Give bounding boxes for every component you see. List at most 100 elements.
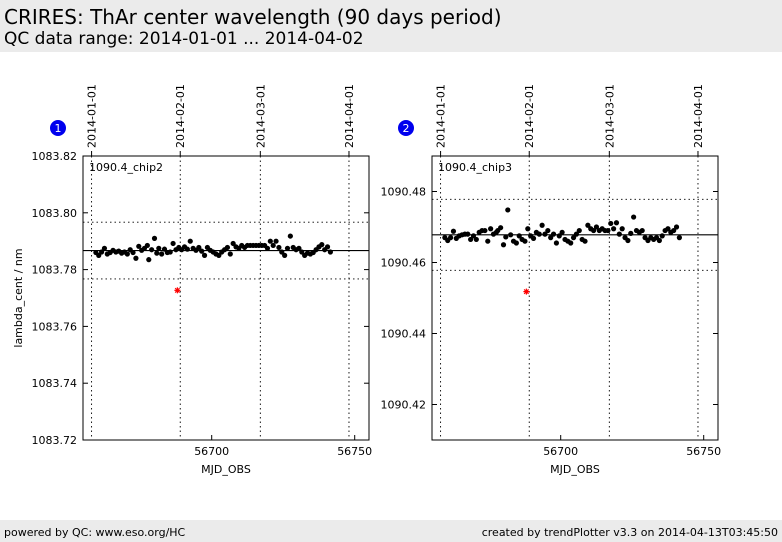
- data-point: [673, 224, 680, 230]
- data-point: [224, 244, 231, 251]
- y-tick-label: 1083.82: [32, 150, 78, 163]
- data-point: [144, 242, 150, 249]
- y-tick-label: 1083.78: [32, 264, 78, 277]
- y-tick-label: 1083.76: [32, 320, 78, 333]
- data-point: [631, 214, 637, 220]
- panel-badge: [398, 120, 414, 136]
- x-tick-label: 56700: [194, 445, 229, 458]
- data-point: [124, 251, 130, 257]
- data-point: [590, 227, 597, 234]
- panel-label: 1090.4_chip2: [89, 161, 163, 174]
- plot-frame: [82, 155, 370, 441]
- data-point: [159, 251, 165, 257]
- date-tick-label: 2014-03-01: [603, 84, 616, 148]
- y-tick-label: 1090.44: [381, 328, 427, 341]
- data-point: [605, 227, 611, 234]
- data-point: [628, 230, 634, 236]
- data-point: [276, 244, 282, 251]
- data-point: [154, 250, 160, 256]
- data-point: [136, 243, 142, 249]
- data-point: [522, 238, 528, 244]
- data-point: [611, 226, 617, 232]
- data-point: [500, 242, 507, 248]
- data-point: [151, 235, 158, 241]
- data-point: [156, 245, 162, 251]
- data-point: [559, 229, 565, 235]
- data-point: [488, 226, 494, 232]
- data-point: [482, 227, 488, 234]
- data-point: [665, 226, 671, 232]
- data-point: [167, 249, 173, 255]
- data-point: [530, 235, 537, 241]
- data-point: [619, 226, 625, 232]
- data-point: [196, 244, 202, 251]
- data-point: [556, 233, 562, 239]
- y-tick-label: 1083.80: [32, 207, 78, 220]
- x-tick-label: 56750: [337, 445, 372, 458]
- page-header: CRIRES: ThAr center wavelength (90 days …: [0, 0, 782, 52]
- data-point: [545, 227, 551, 234]
- data-point: [539, 222, 545, 228]
- data-point: [568, 240, 574, 246]
- y-tick-label: 1083.72: [32, 434, 78, 447]
- data-point: [613, 220, 620, 226]
- data-point: [470, 233, 477, 239]
- data-point: [536, 231, 542, 237]
- data-point: [625, 237, 631, 244]
- chart-panel-1: 2014-01-01 2014-02-01 2014-03-01 2014-04-01…: [12, 84, 372, 476]
- data-point: [149, 247, 155, 253]
- chart-panel-2: 2014-01-01 2014-02-01 2014-03-01 2014-04-01…: [381, 84, 722, 476]
- data-point: [199, 248, 205, 254]
- data-point: [170, 240, 176, 247]
- date-tick-label: 2014-01-01: [435, 84, 448, 148]
- data-point: [299, 249, 305, 255]
- data-point: [671, 227, 677, 234]
- x-axis-label: MJD_OBS: [201, 463, 251, 476]
- data-point: [319, 242, 325, 248]
- data-point: [324, 244, 331, 250]
- footer-credit: powered by QC: www.eso.org/HC: [4, 526, 186, 539]
- data-point: [284, 245, 291, 251]
- plot-frame: [431, 155, 719, 441]
- data-point: [616, 231, 622, 237]
- data-point: [133, 255, 139, 261]
- data-point: [608, 220, 614, 227]
- data-point: [593, 224, 600, 230]
- data-point: [273, 238, 279, 244]
- data-point: [485, 238, 491, 244]
- data-point: [264, 245, 271, 251]
- page-footer: powered by QC: www.eso.org/HC created by…: [0, 520, 782, 542]
- panel-badge-number: 1: [55, 122, 62, 135]
- data-point: [553, 240, 560, 246]
- data-point: [513, 240, 519, 246]
- data-point: [279, 249, 285, 255]
- data-point: [542, 231, 548, 237]
- y-tick-label: 1090.42: [381, 399, 427, 412]
- data-point: [230, 240, 236, 247]
- date-tick-label: 2014-02-01: [174, 84, 187, 148]
- y-tick-label: 1090.46: [381, 257, 427, 270]
- data-point: [576, 227, 582, 234]
- data-point: [327, 249, 333, 255]
- panel-badge-number: 2: [403, 122, 410, 135]
- data-point: [227, 251, 233, 257]
- date-tick-label: 2014-01-01: [86, 84, 99, 148]
- panel-badge: [50, 120, 66, 136]
- footer-created-by: created by trendPlotter v3.3 on 2014-04-…: [481, 526, 778, 539]
- data-point: [585, 222, 591, 228]
- data-point: [96, 252, 102, 258]
- data-point: [573, 231, 580, 237]
- data-point: [161, 246, 168, 252]
- data-point: [656, 237, 662, 244]
- data-point: [282, 252, 288, 258]
- data-point: [525, 226, 531, 232]
- outlier-point: [174, 287, 181, 294]
- data-point: [639, 227, 645, 234]
- data-point: [505, 207, 511, 213]
- y-axis-label: lambda_cent / nm: [12, 248, 25, 347]
- y-tick-label: 1083.74: [32, 377, 78, 390]
- data-point: [498, 225, 504, 231]
- data-point: [516, 233, 522, 239]
- data-point: [287, 233, 293, 239]
- data-point: [676, 235, 682, 241]
